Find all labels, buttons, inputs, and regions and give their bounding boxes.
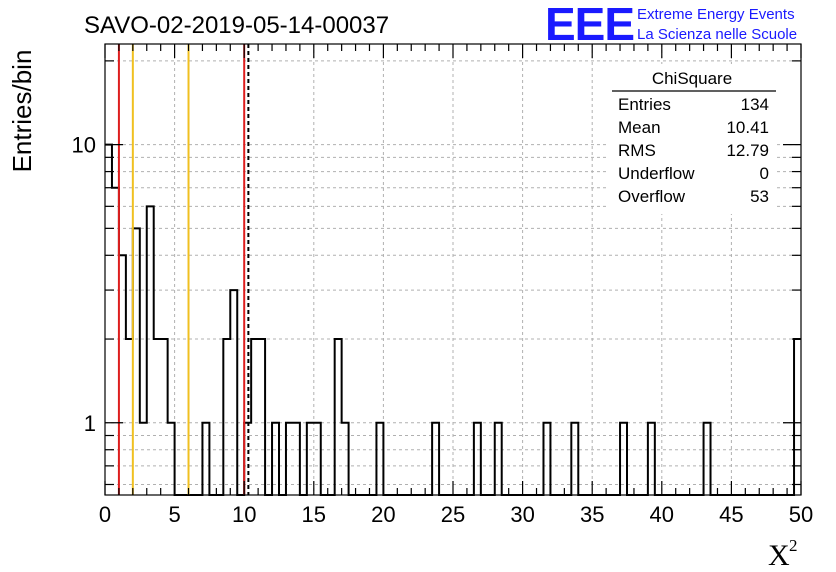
histogram-bin xyxy=(272,423,279,495)
x-tick-label: 40 xyxy=(650,502,674,527)
histogram-bin xyxy=(112,188,119,495)
x-axis-label-main: X xyxy=(768,539,790,572)
stats-row-label: Overflow xyxy=(618,187,686,206)
stats-row-value: 134 xyxy=(741,95,769,114)
histogram-bin xyxy=(126,339,133,495)
x-tick-label: 50 xyxy=(789,502,813,527)
histogram-bin xyxy=(140,423,147,495)
eee-logo-line1: Extreme Energy Events xyxy=(637,6,795,23)
stats-row-value: 12.79 xyxy=(726,141,769,160)
stats-row-label: Entries xyxy=(618,95,671,114)
histogram-bin xyxy=(286,423,293,495)
stats-row-label: Underflow xyxy=(618,164,695,183)
histogram-bin xyxy=(342,423,349,495)
eee-logo: EEE Extreme Energy Events La Scienza nel… xyxy=(545,0,797,50)
chart-title: SAVO-02-2019-05-14-00037 xyxy=(84,12,389,39)
histogram-bin xyxy=(230,290,237,495)
histogram-bin xyxy=(432,423,439,495)
histogram-bin xyxy=(168,423,175,495)
histogram-bin xyxy=(495,423,502,495)
threshold-lines xyxy=(117,44,250,495)
x-tick-label: 0 xyxy=(99,502,111,527)
eee-logo-mark: EEE xyxy=(545,0,634,50)
stats-row-value: 0 xyxy=(760,164,769,183)
histogram-bin xyxy=(105,145,112,495)
histogram-bin xyxy=(154,339,161,495)
stats-row-value: 53 xyxy=(750,187,769,206)
histogram-bin xyxy=(161,339,168,495)
x-tick-label: 30 xyxy=(510,502,534,527)
histogram-bin xyxy=(307,423,314,495)
histogram-bin xyxy=(648,423,655,495)
histogram-bin xyxy=(258,339,265,495)
x-tick-label: 45 xyxy=(719,502,743,527)
grid xyxy=(105,44,801,495)
x-tick-label: 10 xyxy=(232,502,256,527)
x-axis-label-superscript: 2 xyxy=(789,536,798,555)
histogram-bin xyxy=(119,255,126,495)
stats-row-label: Mean xyxy=(618,118,661,137)
histogram-bin xyxy=(202,423,209,495)
x-tick-label: 15 xyxy=(302,502,326,527)
y-tick-label: 10 xyxy=(72,133,96,158)
histogram-bin xyxy=(474,423,481,495)
histogram-bin xyxy=(376,423,383,495)
histogram-bin xyxy=(223,339,230,495)
x-tick-label: 25 xyxy=(441,502,465,527)
eee-logo-line2: La Scienza nelle Scuole xyxy=(637,26,797,43)
stats-box-background xyxy=(607,64,777,214)
histogram-bin xyxy=(335,339,342,495)
histogram-bin xyxy=(293,423,300,495)
histogram-bin xyxy=(314,423,321,495)
histogram-bin xyxy=(133,228,140,495)
x-axis-label: X 2 xyxy=(768,536,798,572)
histogram-bin xyxy=(147,206,154,495)
y-axis-label: Entries/bin xyxy=(7,50,37,173)
axis-ticks: 0 5 10 15 20 25 30 35 40 45 50 1 10 xyxy=(72,44,813,527)
x-tick-label: 20 xyxy=(371,502,395,527)
histogram-bin xyxy=(794,339,801,495)
x-tick-label: 35 xyxy=(580,502,604,527)
histogram-bin xyxy=(704,423,711,495)
histogram-bin xyxy=(543,423,550,495)
stats-box-title: ChiSquare xyxy=(652,69,732,88)
stats-row-label: RMS xyxy=(618,141,656,160)
histogram-bin xyxy=(571,423,578,495)
histogram-bin xyxy=(620,423,627,495)
stats-box: ChiSquare Entries 134 Mean 10.41 RMS 12.79 Und… xyxy=(607,64,777,214)
histogram-bin xyxy=(251,339,258,495)
stats-row-value: 10.41 xyxy=(726,118,769,137)
x-tick-label: 5 xyxy=(168,502,180,527)
stats-box-rows: Entries 134 Mean 10.41 RMS 12.79 Underflow 0 Ove… xyxy=(618,95,769,206)
y-tick-label: 1 xyxy=(84,411,96,436)
